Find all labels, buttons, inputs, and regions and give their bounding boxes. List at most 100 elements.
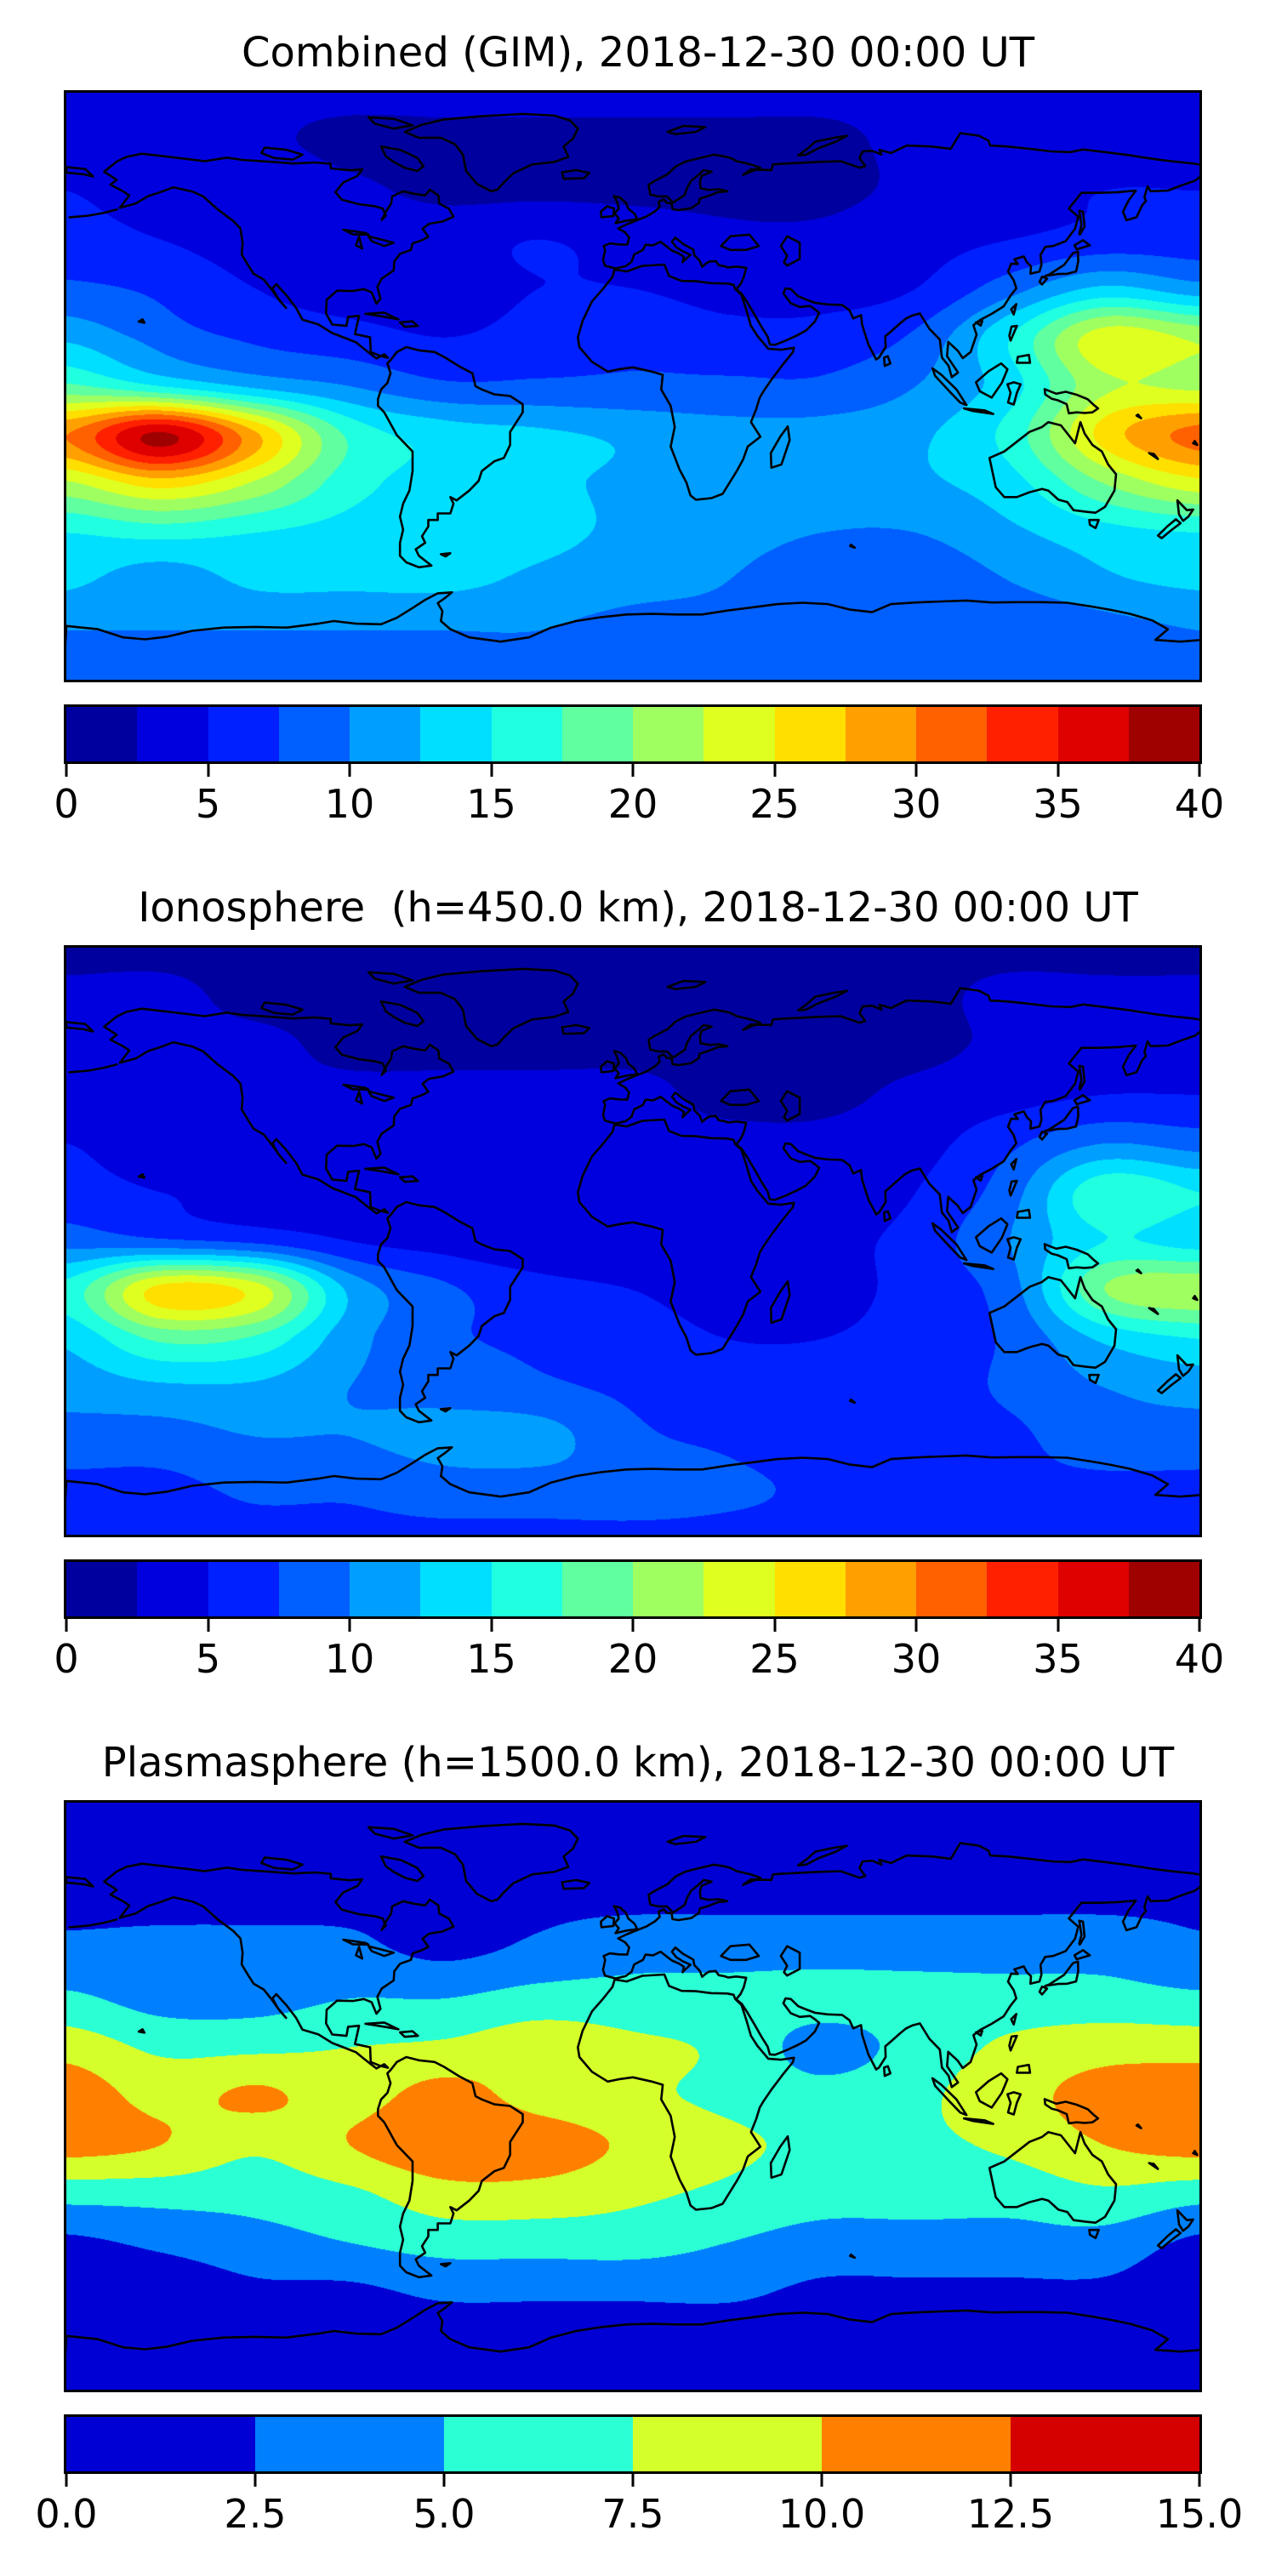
coastline-falkland-islands — [440, 2262, 452, 2268]
coastline-sakhalin — [1078, 1919, 1086, 1946]
coastline-hainan — [975, 1175, 983, 1182]
coastline-sumatra — [931, 367, 968, 407]
coastline-new-zealand-north — [1176, 2208, 1194, 2232]
tec-heatmap-canvas — [66, 93, 1199, 680]
coastline-africa — [577, 1973, 795, 2211]
colorbar-tick — [773, 1619, 776, 1632]
colorbar-tick — [773, 764, 776, 777]
coastline-new-zealand-south — [1156, 1373, 1182, 1394]
coastline-luzon — [1008, 324, 1018, 342]
colorbar-tick-label: 40 — [1174, 781, 1225, 827]
coastline-sumatra — [931, 1222, 968, 1262]
coastline-caspian-sea — [779, 1090, 801, 1122]
coastline-honshu — [1044, 1960, 1079, 1987]
coastline-taiwan — [1010, 2013, 1017, 2026]
coastline-north-america — [103, 1007, 455, 1215]
colorbar-tick-label: 0.0 — [35, 2491, 98, 2537]
coastline-lake-superior — [342, 1083, 370, 1091]
colorbar-segment-3 — [278, 1562, 350, 1616]
coastline-caspian-sea — [779, 1945, 801, 1977]
coastline-australia — [988, 420, 1118, 514]
coastline-kerguelen — [849, 544, 857, 550]
coastline-chukotka-wrap — [66, 166, 94, 178]
colorbar-tick — [207, 764, 209, 777]
coastline-baffin-island — [379, 1000, 425, 1028]
colorbar-gradient — [64, 1559, 1202, 1619]
coastlines-overlay — [66, 967, 1199, 1502]
colorbar-segment-9 — [704, 1562, 775, 1616]
colorbar-segment-9 — [704, 707, 775, 761]
coastline-java — [962, 1262, 994, 1270]
colorbar-segment-7 — [561, 707, 633, 761]
coastline-cuba — [364, 1166, 400, 1176]
coastline-sri-lanka — [883, 2065, 891, 2077]
coastline-lake-superior — [342, 1938, 370, 1946]
colorbar-tick-label: 5 — [195, 781, 221, 827]
coastline-lake-michigan — [355, 236, 364, 250]
coastline-hainan — [975, 2030, 983, 2037]
coastline-hispaniola — [398, 1175, 419, 1183]
coastline-north-america — [103, 1862, 455, 2070]
colorbar-tick-label: 30 — [891, 1636, 942, 1682]
coastline-sakhalin — [1078, 209, 1086, 237]
coastline-south-america — [377, 2055, 524, 2279]
colorbar-ticks: 0 5 10 15 20 25 30 35 40 — [54, 764, 1224, 866]
colorbar-segment-13 — [987, 707, 1058, 761]
map-combined-gim — [64, 90, 1202, 682]
colorbar-segment-1 — [137, 707, 208, 761]
coastline-luzon — [1008, 1179, 1018, 1197]
colorbar-tick — [631, 1619, 635, 1632]
colorbar-tick-label: 15 — [466, 1636, 516, 1682]
colorbar-segment-5 — [1011, 2417, 1199, 2471]
coastline-victoria-island — [260, 1856, 304, 1871]
coastline-tasmania — [1088, 1373, 1100, 1385]
coastlines-overlay — [66, 1822, 1199, 2357]
coastline-antarctica — [66, 2301, 1199, 2357]
colorbar-tick-label: 15.0 — [1155, 2491, 1244, 2537]
coastline-eurasia — [601, 1842, 1199, 2089]
coastline-svalbard — [666, 124, 707, 135]
coastline-fiji — [1192, 2150, 1199, 2157]
coastline-mindanao — [1016, 2063, 1032, 2074]
coastline-aleutians — [68, 208, 118, 219]
colorbar: 0 5 10 15 20 25 30 35 40 — [54, 704, 1224, 866]
colorbar-tick — [914, 764, 918, 777]
coastline-svalbard — [666, 1834, 707, 1845]
coastline-iceland — [561, 1878, 591, 1890]
coastline-madagascar — [769, 425, 791, 470]
coastline-tasmania — [1088, 518, 1100, 530]
colorbar-tick — [348, 764, 351, 777]
colorbar-segment-14 — [1057, 1562, 1129, 1616]
colorbar-tick — [1198, 2474, 1201, 2487]
coastline-ireland — [600, 1060, 616, 1074]
colorbar-tick-label: 5 — [195, 1636, 221, 1682]
colorbar-tick — [631, 764, 635, 777]
coastline-lake-michigan — [355, 1091, 364, 1105]
colorbar-segment-8 — [633, 1562, 704, 1616]
coastline-great-britain — [612, 1905, 639, 1935]
coastline-new-caledonia — [1148, 452, 1159, 460]
coastline-tasmania — [1088, 2228, 1100, 2240]
coastline-baffin-island — [379, 1855, 425, 1883]
colorbar-ticks: 0.0 2.5 5.0 7.5 10.0 12.5 15.0 — [35, 2474, 1243, 2576]
coastline-north-america — [103, 152, 455, 360]
coastline-hawaii — [137, 1173, 146, 1179]
coastline-kyushu — [1038, 275, 1049, 286]
colorbar-tick-label: 40 — [1174, 1636, 1225, 1682]
colorbar-tick — [207, 1619, 209, 1632]
colorbar-tick-label: 7.5 — [601, 2491, 664, 2537]
coastline-fiji — [1192, 1295, 1199, 1302]
colorbar-segment-2 — [208, 707, 279, 761]
colorbar-tick — [1009, 2474, 1012, 2487]
coastline-mindanao — [1016, 353, 1032, 364]
map-plasmasphere — [64, 1800, 1202, 2392]
colorbar-tick — [442, 2474, 446, 2487]
colorbar-tick — [65, 1619, 68, 1632]
coastline-eurasia — [601, 987, 1199, 1234]
panel-combined-gim: Combined (GIM), 2018-12-30 00:00 UT 0 5 10… — [0, 0, 1276, 855]
coastline-falkland-islands — [440, 552, 452, 558]
coastline-great-britain — [612, 1050, 639, 1080]
coastline-hokkaido — [1073, 239, 1091, 251]
colorbar-segment-2 — [208, 1562, 279, 1616]
colorbar-tick-label: 25 — [749, 1636, 800, 1682]
